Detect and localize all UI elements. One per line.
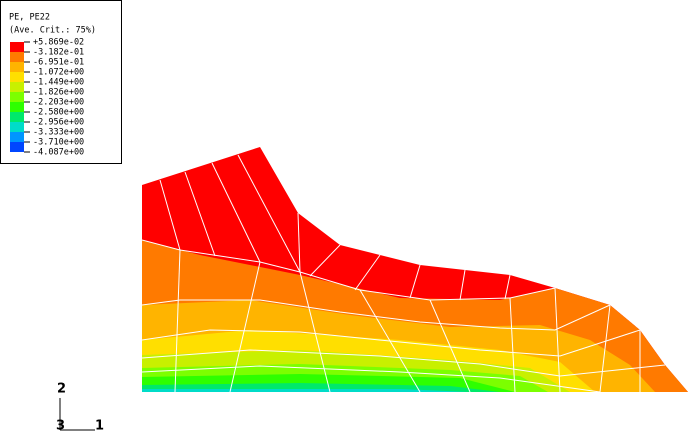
- legend-label: -6.951e-01: [33, 58, 84, 68]
- legend-label: -3.182e-01: [33, 48, 84, 58]
- legend-swatch: [10, 82, 24, 92]
- legend-swatch: [10, 42, 24, 52]
- legend-swatch: [10, 132, 24, 142]
- legend-title: PE, PE22: [9, 13, 50, 23]
- legend-label: -4.087e+00: [33, 148, 84, 158]
- triad-label: 2: [57, 382, 66, 397]
- legend-label: -2.203e+00: [33, 98, 84, 108]
- legend-label: -2.956e+00: [33, 118, 84, 128]
- legend-subtitle: (Ave. Crit.: 75%): [9, 26, 96, 36]
- legend-label: -3.333e+00: [33, 128, 84, 138]
- legend-label: -3.710e+00: [33, 138, 84, 148]
- legend-swatch: [10, 62, 24, 72]
- legend-swatch: [10, 102, 24, 112]
- legend-swatch: [10, 112, 24, 122]
- legend-label: -1.449e+00: [33, 78, 84, 88]
- legend-swatch: [10, 142, 24, 152]
- legend-swatch: [10, 52, 24, 62]
- legend-swatch: [10, 122, 24, 132]
- legend-label: -1.072e+00: [33, 68, 84, 78]
- legend-label: +5.869e-02: [33, 38, 84, 48]
- legend-swatch: [10, 92, 24, 102]
- legend-label: -1.826e+00: [33, 88, 84, 98]
- contour-model: [142, 147, 688, 392]
- legend-swatch: [10, 72, 24, 82]
- triad-label: 1: [95, 419, 104, 433]
- legend-label: -2.580e+00: [33, 108, 84, 118]
- triad-label: 3: [56, 419, 65, 433]
